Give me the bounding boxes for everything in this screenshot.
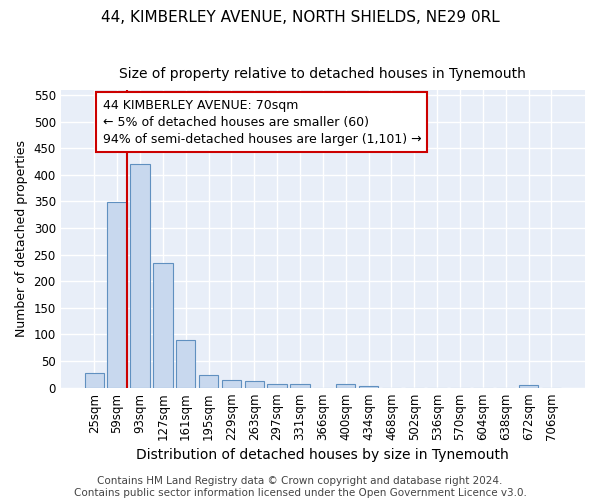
Bar bbox=[359, 386, 378, 388]
Bar bbox=[336, 384, 355, 388]
Text: 44 KIMBERLEY AVENUE: 70sqm
← 5% of detached houses are smaller (60)
94% of semi-: 44 KIMBERLEY AVENUE: 70sqm ← 5% of detac… bbox=[103, 98, 421, 146]
Bar bbox=[199, 375, 218, 388]
Bar bbox=[290, 384, 310, 388]
Bar bbox=[130, 164, 149, 388]
Title: Size of property relative to detached houses in Tynemouth: Size of property relative to detached ho… bbox=[119, 68, 526, 82]
Bar bbox=[85, 373, 104, 388]
Bar bbox=[176, 340, 196, 388]
Bar bbox=[153, 262, 173, 388]
Bar bbox=[519, 385, 538, 388]
Y-axis label: Number of detached properties: Number of detached properties bbox=[15, 140, 28, 337]
Text: 44, KIMBERLEY AVENUE, NORTH SHIELDS, NE29 0RL: 44, KIMBERLEY AVENUE, NORTH SHIELDS, NE2… bbox=[101, 10, 499, 25]
Bar bbox=[107, 202, 127, 388]
Bar bbox=[221, 380, 241, 388]
Bar bbox=[245, 381, 264, 388]
Text: Contains HM Land Registry data © Crown copyright and database right 2024.
Contai: Contains HM Land Registry data © Crown c… bbox=[74, 476, 526, 498]
X-axis label: Distribution of detached houses by size in Tynemouth: Distribution of detached houses by size … bbox=[136, 448, 509, 462]
Bar bbox=[268, 384, 287, 388]
